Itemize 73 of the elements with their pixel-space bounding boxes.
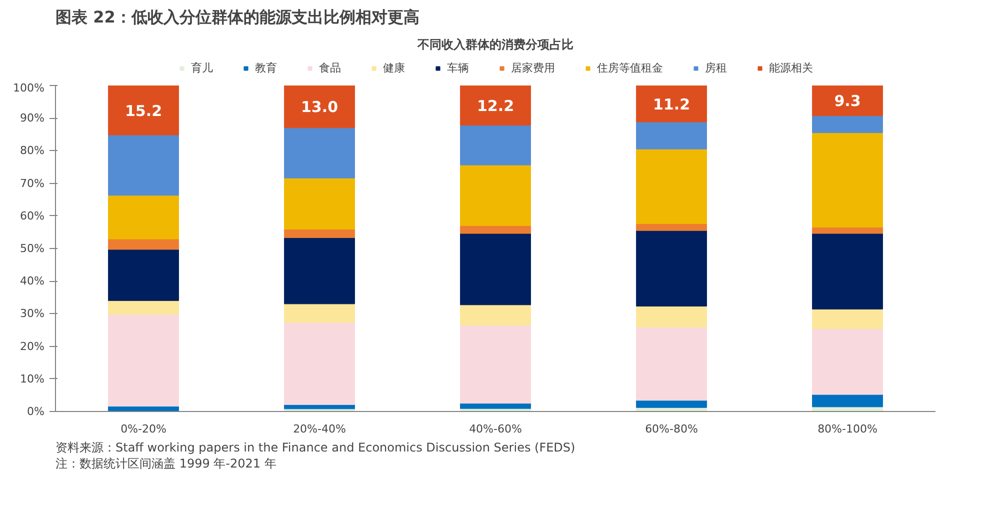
legend-label: 房租 [705, 60, 727, 76]
y-tick-label: 30% [20, 307, 45, 320]
bar [460, 125, 531, 166]
y-tick-label: 50% [20, 242, 45, 255]
x-tick-label: 80%-100% [818, 422, 878, 436]
bar [636, 306, 707, 328]
bar [108, 249, 179, 301]
legend-label: 教育 [255, 60, 277, 76]
bar [812, 227, 883, 234]
bar [636, 230, 707, 306]
bar [636, 326, 707, 401]
bar [460, 225, 531, 234]
bar [460, 403, 531, 409]
bar [812, 233, 883, 310]
bar [636, 223, 707, 231]
bar [636, 122, 707, 150]
y-tick-label: 70% [20, 176, 45, 190]
bar [460, 233, 531, 306]
legend-label: 住房等值租金 [597, 60, 663, 76]
bar [812, 132, 883, 228]
bar [284, 322, 355, 405]
bar [460, 325, 531, 404]
x-tick-label: 60%-80% [645, 422, 698, 436]
y-tick-label: 10% [20, 372, 45, 386]
legend-label: 能源相关 [769, 60, 813, 76]
data-label: 13.0 [300, 98, 338, 116]
legend-label: 车辆 [447, 60, 469, 76]
chart-title: 图表 22：低收入分位群体的能源支出比例相对更高 [56, 8, 420, 26]
text: 资料来源：Staff working papers in the Finance and Economics Discussion Series (FEDS) [56, 440, 576, 454]
data-label: 12.2 [476, 96, 514, 115]
legend-label: 健康 [383, 60, 405, 76]
bar [460, 304, 531, 326]
x-tick-label: 40%-60% [469, 422, 522, 436]
data-label: 11.2 [652, 95, 690, 114]
bar [108, 314, 179, 407]
bar [636, 148, 707, 224]
bar [812, 328, 883, 395]
bar [812, 308, 883, 329]
data-label: 15.2 [124, 102, 162, 120]
bar [812, 394, 883, 408]
bar [108, 406, 179, 412]
y-tick-label: 80% [20, 144, 45, 158]
bar [108, 300, 179, 315]
data-label: 9.3 [834, 92, 861, 110]
bar [284, 237, 355, 304]
x-tick-label: 20%-40% [293, 422, 346, 436]
y-tick-label: 90% [20, 112, 45, 125]
y-tick-label: 0% [27, 405, 44, 418]
y-tick-label: 20% [20, 340, 45, 353]
bar [812, 86, 883, 116]
x-tick-label: 0%-20% [120, 422, 166, 436]
bar [108, 238, 179, 250]
chart-subtitle: 不同收入群体的消费分项占比 [416, 38, 574, 52]
text: 注：数据统计区间涵盖 1999 年-2021 年 [56, 456, 276, 470]
bar [460, 86, 531, 126]
bar [108, 86, 179, 136]
bar [636, 86, 707, 122]
bar [284, 229, 355, 238]
legend-label: 食品 [319, 60, 341, 76]
y-tick-label: 100% [13, 82, 45, 94]
bar [108, 195, 179, 240]
bar [284, 304, 355, 323]
bar [284, 128, 355, 178]
bar [284, 178, 355, 230]
legend-label: 育儿 [191, 60, 213, 76]
bar [812, 116, 883, 134]
bar [636, 400, 707, 408]
y-tick-label: 60% [20, 209, 45, 222]
y-tick-label: 40% [20, 274, 45, 288]
bar [108, 134, 179, 196]
bar [284, 86, 355, 128]
legend-label: 居家费用 [511, 60, 555, 76]
bar [460, 164, 531, 226]
